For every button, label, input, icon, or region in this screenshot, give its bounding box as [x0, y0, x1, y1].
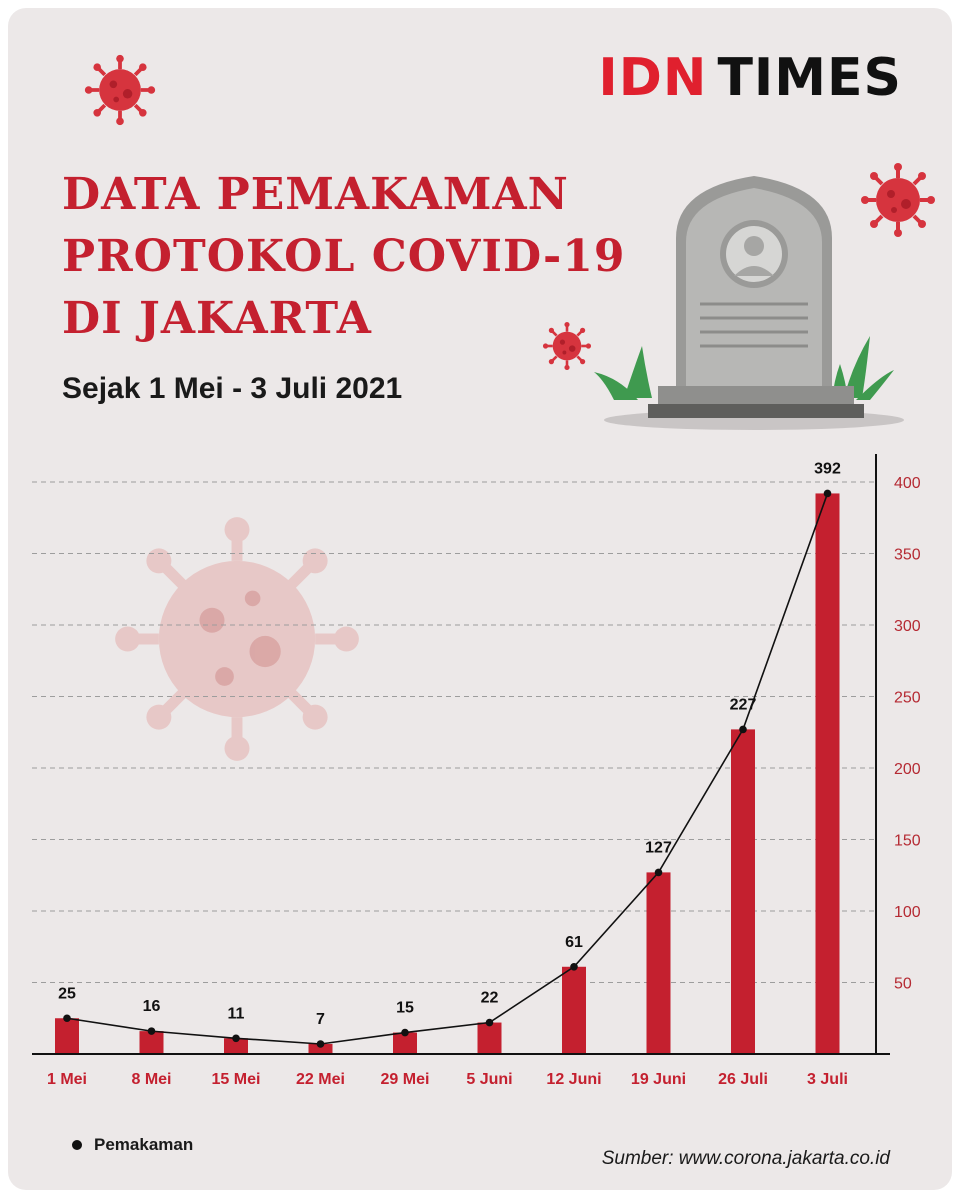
data-label: 11	[228, 1005, 245, 1022]
bar	[393, 1032, 417, 1054]
bar	[562, 966, 586, 1054]
data-label: 227	[730, 696, 757, 713]
title-line-3: DI JAKARTA	[62, 293, 372, 344]
chart-legend: Pemakaman	[72, 1135, 193, 1155]
trend-point	[570, 962, 578, 971]
x-tick-label: 1 Mei	[47, 1071, 87, 1088]
data-label: 7	[316, 1011, 325, 1028]
bar	[815, 493, 840, 1054]
chart-axis: 50 100 150 200 250 300 350 400	[32, 454, 921, 1055]
chart-bars	[55, 493, 840, 1054]
bar	[139, 1031, 164, 1054]
x-tick-label: 29 Mei	[381, 1071, 430, 1088]
data-label: 22	[481, 990, 499, 1007]
x-tick-label: 19 Juni	[631, 1071, 686, 1088]
x-tick-label: 8 Mei	[131, 1071, 171, 1088]
virus-icon	[542, 321, 592, 371]
trend-point	[147, 1027, 156, 1035]
brand-logo: IDN TIMES	[598, 48, 902, 108]
trend-point	[654, 868, 663, 877]
data-label: 392	[814, 460, 841, 477]
y-tick-label: 200	[894, 761, 921, 778]
trend-point	[232, 1034, 240, 1043]
brand-idn: IDN	[598, 48, 708, 108]
source-note: Sumber: www.corona.jakarta.co.id	[601, 1148, 890, 1169]
x-tick-label: 5 Juni	[466, 1071, 512, 1088]
y-tick-label: 350	[894, 547, 921, 564]
page-title: DATA PEMAKAMAN PROTOKOL COVID-19 DI JAKA…	[62, 164, 625, 350]
trend-point	[485, 1018, 494, 1027]
x-tick-label: 15 Mei	[212, 1071, 261, 1088]
legend-marker	[72, 1140, 82, 1150]
bar	[731, 729, 755, 1054]
y-tick-label: 250	[894, 690, 921, 707]
infographic-card: IDN TIMES DATA PEMAKAMAN PROTOKOL COVID-1…	[8, 8, 952, 1190]
title-line-1: DATA PEMAKAMAN	[62, 169, 569, 220]
subtitle: Sejak 1 Mei - 3 Juli 2021	[62, 372, 403, 405]
trend-point	[739, 725, 747, 734]
x-tick-label: 3 Juli	[807, 1071, 848, 1088]
bar	[308, 1043, 333, 1054]
data-label: 127	[645, 839, 672, 856]
y-tick-label: 50	[894, 976, 912, 993]
chart-line	[63, 489, 832, 1048]
y-tick-label: 400	[894, 475, 921, 492]
brand-times: TIMES	[717, 48, 902, 108]
trend-point	[823, 489, 832, 498]
y-tick-label: 100	[894, 904, 921, 921]
virus-icon	[84, 54, 156, 126]
x-tick-label: 12 Juni	[546, 1071, 601, 1088]
trend-point	[401, 1028, 409, 1037]
trend-line	[66, 493, 829, 1045]
x-tick-label: 26 Juli	[718, 1071, 768, 1088]
trend-point	[316, 1040, 325, 1048]
bar	[477, 1022, 502, 1054]
y-tick-label: 150	[894, 833, 921, 850]
data-label: 15	[396, 1000, 414, 1017]
bar	[224, 1038, 248, 1054]
x-tick-label: 22 Mei	[296, 1071, 345, 1088]
virus-watermark-icon	[115, 517, 359, 761]
trend-point	[63, 1014, 71, 1023]
y-tick-label: 300	[894, 618, 921, 635]
virus-icon	[861, 163, 935, 237]
legend-label: Pemakaman	[94, 1135, 194, 1154]
bar	[646, 872, 671, 1054]
title-line-2: PROTOKOL COVID-19	[62, 231, 626, 282]
chart-labels: 25 1 Mei 16 8 Mei 11 15 Mei 7 22 Mei 15 29 Mei 22 5…	[47, 460, 848, 1088]
data-label: 25	[58, 985, 76, 1002]
gravestone-icon	[594, 176, 904, 430]
bar	[55, 1018, 79, 1054]
data-label: 61	[565, 934, 583, 951]
data-label: 16	[143, 998, 161, 1015]
